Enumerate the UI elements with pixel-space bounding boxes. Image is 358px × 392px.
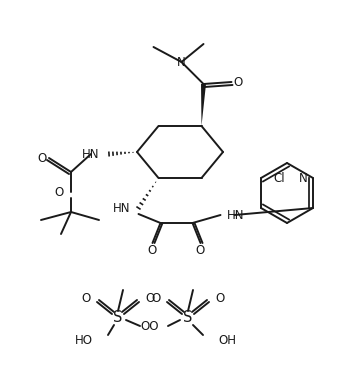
Text: HO: HO bbox=[75, 334, 93, 347]
Text: OH: OH bbox=[218, 334, 236, 347]
Text: S: S bbox=[183, 310, 193, 325]
Polygon shape bbox=[201, 84, 206, 126]
Text: O: O bbox=[151, 292, 161, 305]
Text: HN: HN bbox=[82, 147, 99, 160]
Text: O: O bbox=[81, 292, 91, 305]
Text: HN: HN bbox=[227, 209, 244, 221]
Text: O: O bbox=[37, 151, 47, 165]
Text: O: O bbox=[196, 243, 205, 256]
Text: S: S bbox=[113, 310, 123, 325]
Text: O: O bbox=[216, 292, 224, 305]
Text: OO: OO bbox=[141, 319, 159, 332]
Text: N: N bbox=[177, 56, 186, 69]
Text: O: O bbox=[148, 243, 157, 256]
Text: O: O bbox=[55, 185, 64, 198]
Text: N: N bbox=[299, 172, 308, 185]
Text: HN: HN bbox=[113, 201, 131, 214]
Text: O: O bbox=[145, 292, 155, 305]
Text: Cl: Cl bbox=[273, 172, 285, 185]
Text: O: O bbox=[234, 76, 243, 89]
